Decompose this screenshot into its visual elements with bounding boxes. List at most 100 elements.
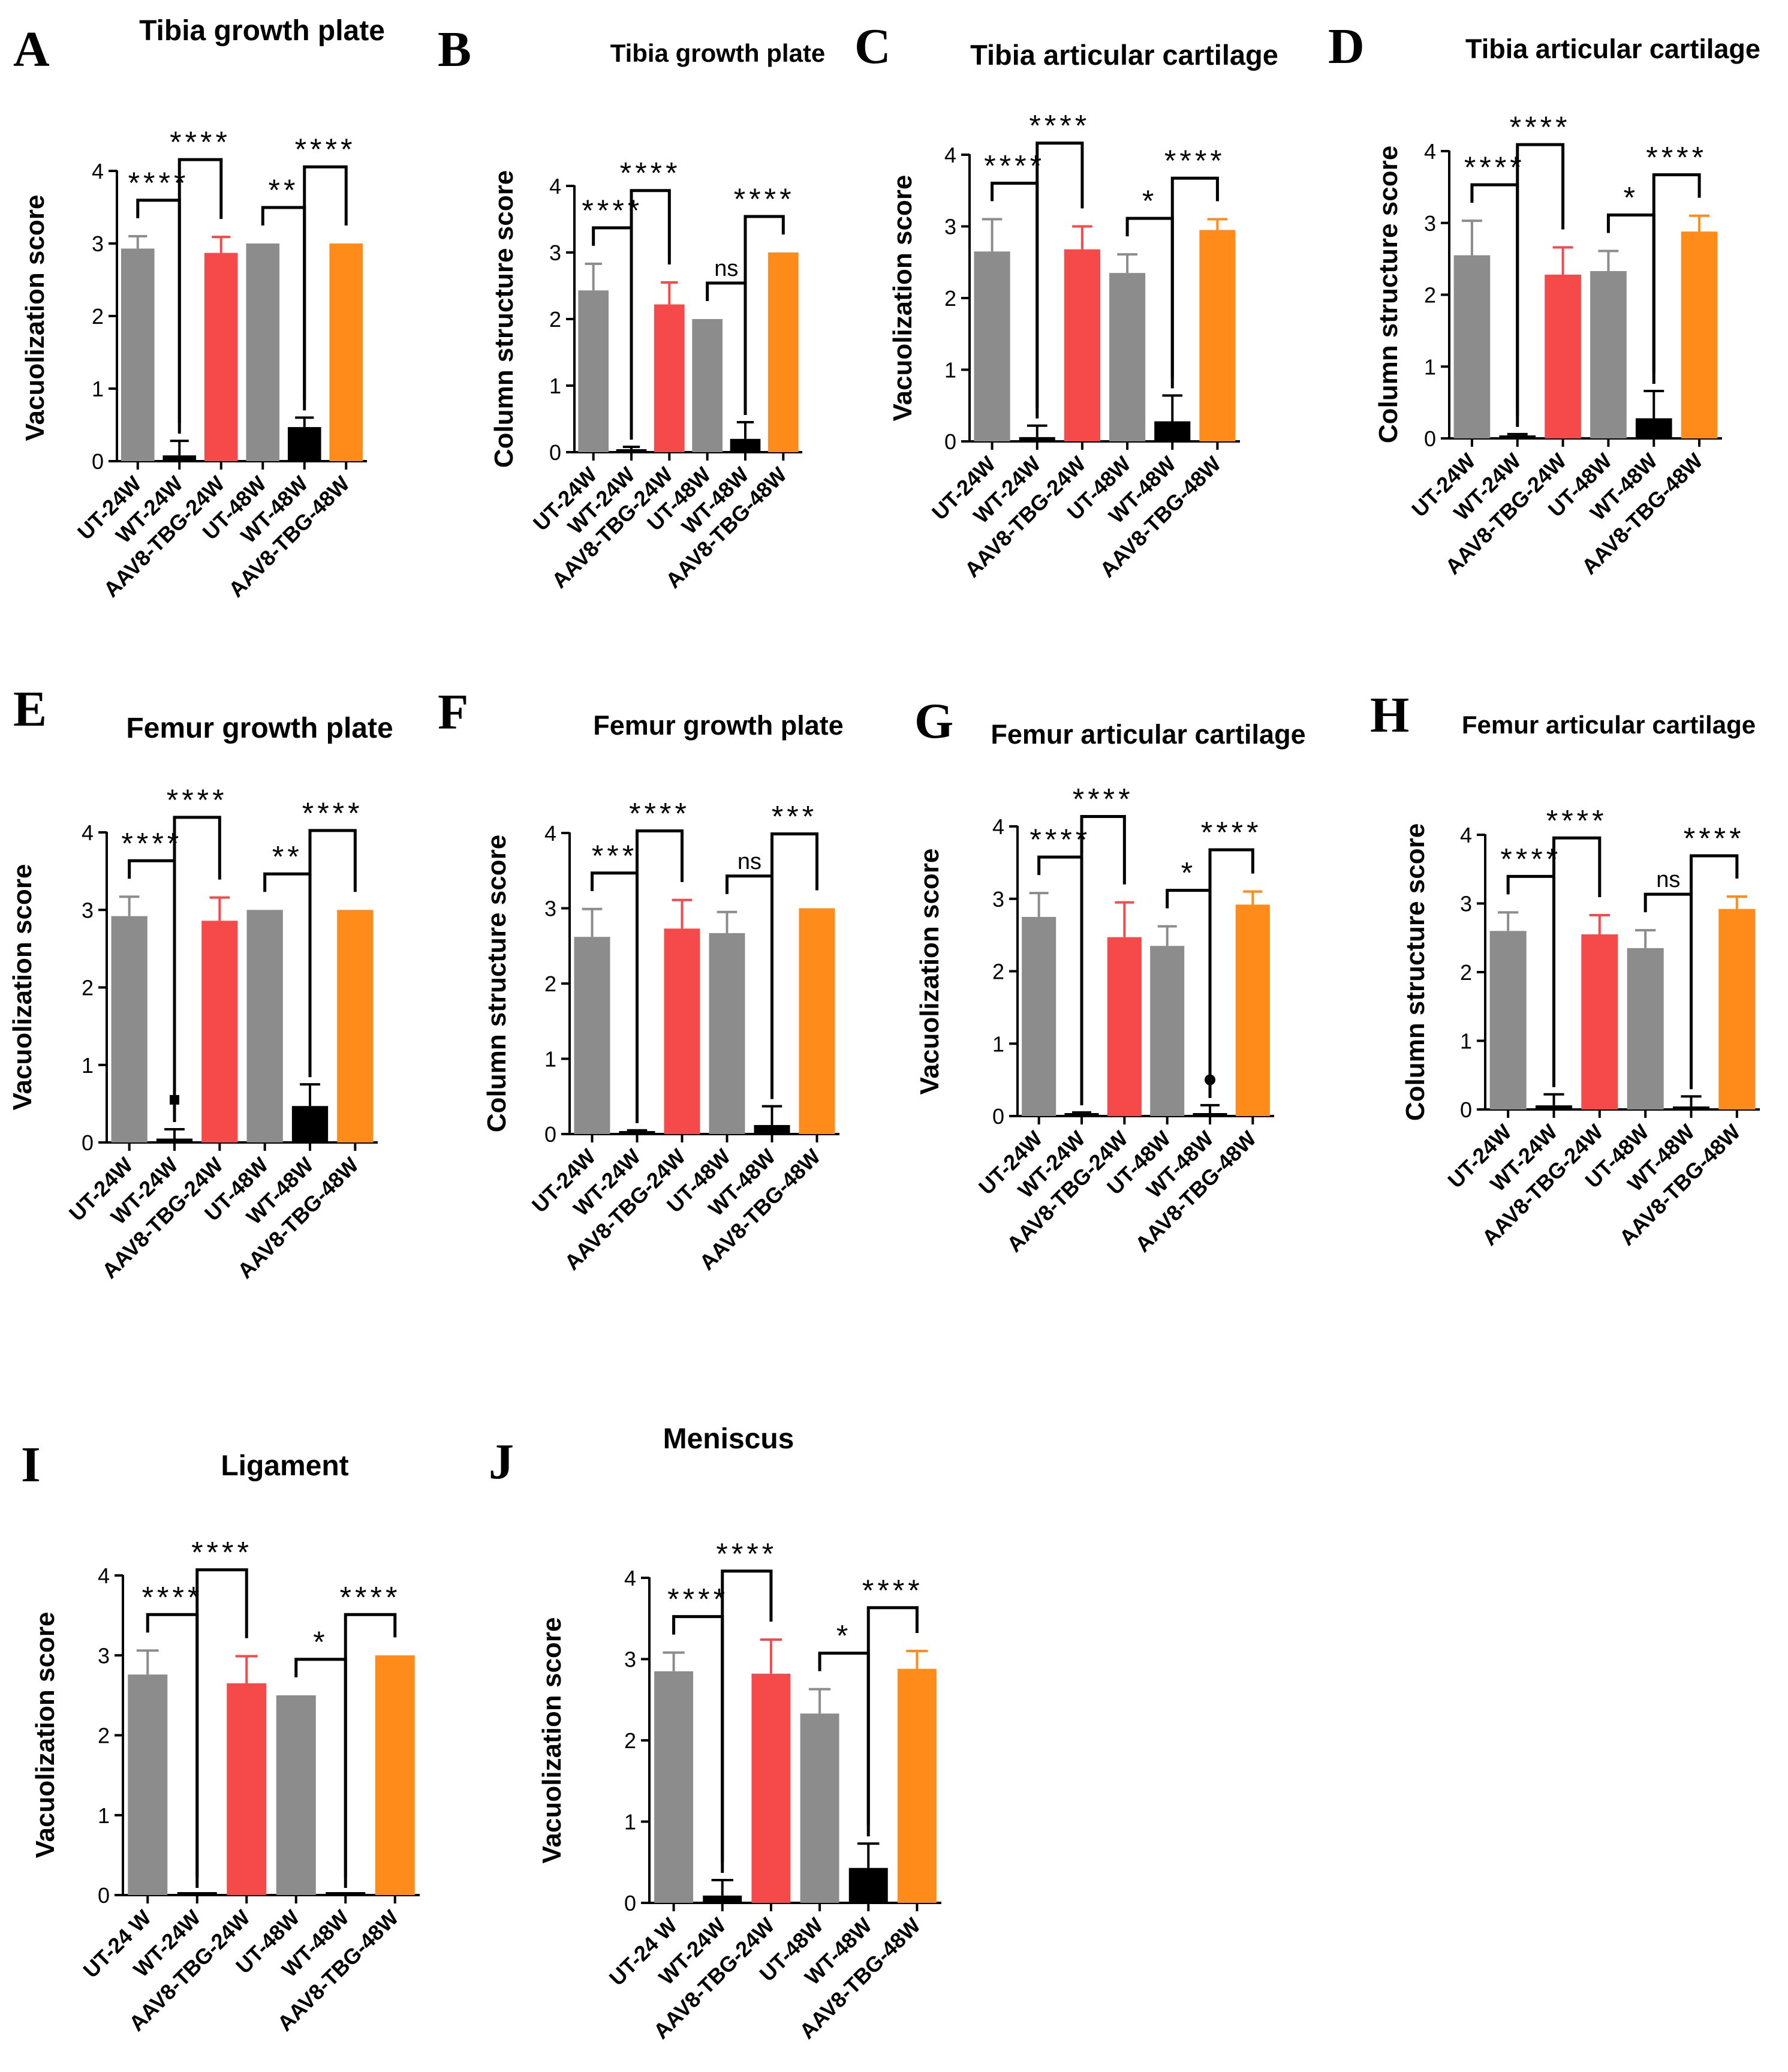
y-tick-label: 1 [1460, 1029, 1472, 1054]
y-axis-label: Column structure score [489, 170, 519, 468]
significance-bracket [177, 158, 223, 434]
bar-aav8-tbg-24w [204, 252, 238, 461]
y-axis-label: Column structure score [482, 835, 511, 1132]
significance-label: **** [1030, 823, 1091, 856]
bar-ut-24w [1453, 255, 1491, 438]
bar-wt-48w [730, 438, 761, 452]
panel-letter: B [438, 22, 471, 77]
bar-aav8-tbg-48w [375, 1655, 415, 1895]
chart-panel-b: B Tibia growth plate Column structure scor… [438, 22, 825, 593]
significance-label: **** [667, 1583, 729, 1616]
y-tick-label: 3 [944, 215, 956, 239]
panel-letter: F [438, 684, 468, 740]
bar-ut-24w [654, 1671, 694, 1903]
significance-label: **** [302, 796, 363, 830]
significance-label: ns [738, 849, 761, 874]
significance-label: **** [1201, 816, 1262, 849]
y-tick-label: 3 [1460, 892, 1472, 916]
y-axis-label: Vacuolization score [31, 1612, 60, 1859]
bar-wt-24w [616, 449, 647, 452]
y-tick-label: 0 [98, 1883, 110, 1908]
bar-ut-24w [578, 290, 609, 452]
significance-bracket [866, 1606, 919, 1837]
significance-label: **** [629, 796, 690, 830]
y-tick-label: 0 [624, 1891, 636, 1915]
significance-label: **** [1546, 804, 1608, 837]
bar-aav8-tbg-48w [768, 252, 799, 452]
bar-wt-48w [326, 1892, 366, 1895]
significance-bracket [1208, 848, 1254, 1098]
significance-bracket [1080, 814, 1126, 1105]
bar-aav8-tbg-24w [1545, 274, 1581, 438]
bar-wt-24w [1535, 1105, 1573, 1109]
significance-bracket [1516, 143, 1565, 427]
bar-wt-48w [754, 1124, 790, 1134]
bar-wt-48w [291, 1106, 329, 1142]
bar-ut-24w [1022, 916, 1056, 1116]
significance-bracket [1552, 836, 1602, 1087]
significance-label: **** [734, 182, 795, 216]
y-tick-label: 0 [944, 429, 956, 454]
chart-title: Tibia growth plate [139, 15, 385, 47]
significance-bracket [1170, 176, 1219, 389]
significance-bracket [1036, 142, 1084, 419]
panel-letter: H [1370, 687, 1409, 743]
y-tick-label: 1 [82, 1053, 94, 1078]
significance-label: **** [1684, 822, 1745, 855]
chart-title: Tibia growth plate [610, 39, 826, 67]
chart-title: Meniscus [663, 1423, 794, 1455]
bar-wt-24w [619, 1131, 655, 1134]
y-axis-label: Vacuolization score [20, 195, 50, 441]
significance-label: * [313, 1625, 328, 1659]
bar-aav8-tbg-48w [329, 243, 363, 461]
significance-label: * [1142, 184, 1157, 218]
y-tick-label: 1 [1424, 354, 1436, 379]
bar-wt-24w [177, 1892, 217, 1895]
chart-title: Femur growth plate [126, 712, 393, 744]
chart-panel-e: E Femur growth plate Vacuolization score 0 1… [8, 681, 393, 1283]
y-tick-label: 0 [992, 1104, 1004, 1129]
panel-letter: I [21, 1437, 41, 1493]
y-tick-label: 2 [82, 976, 94, 1000]
significance-label: **** [582, 194, 643, 227]
bar-ut-48w [246, 243, 280, 461]
significance-bracket [308, 829, 357, 1078]
significance-bracket [1652, 173, 1701, 384]
y-tick-label: 3 [549, 240, 561, 265]
y-tick-label: 4 [544, 821, 556, 846]
y-tick-label: 2 [98, 1724, 110, 1748]
significance-label: **** [167, 783, 228, 817]
y-tick-label: 4 [1460, 823, 1472, 847]
significance-label: **** [128, 166, 189, 200]
bar-ut-24w [111, 916, 148, 1142]
y-axis-label: Vacuolization score [915, 849, 944, 1095]
bar-wt-48w [1635, 418, 1672, 438]
chart-panel-d: D Tibia articular cartilage Column structu… [1328, 19, 1760, 579]
y-tick-label: 0 [544, 1122, 556, 1147]
chart-title: Tibia articular cartilage [1465, 34, 1760, 64]
bar-wt-48w [848, 1867, 888, 1903]
chart-title: Tibia articular cartilage [970, 39, 1278, 71]
bar-wt-24w [1499, 435, 1536, 438]
y-tick-label: 4 [1424, 139, 1436, 164]
significance-label: **** [1464, 151, 1525, 184]
y-axis-label: Vacuolization score [537, 1617, 567, 1864]
significance-label: **** [716, 1537, 777, 1571]
y-tick-label: 0 [1424, 426, 1436, 451]
significance-label: **** [862, 1574, 923, 1607]
bar-aav8-tbg-24w [227, 1683, 267, 1895]
y-tick-label: 3 [544, 897, 556, 921]
bar-aav8-tbg-48w [897, 1668, 937, 1903]
panel-letter: J [489, 1434, 514, 1490]
significance-label: * [836, 1619, 851, 1653]
y-tick-label: 2 [549, 307, 561, 332]
chart-panel-a: A Tibia growth plate Vacuolization score 0 1… [13, 15, 385, 602]
bar-ut-24w [121, 248, 155, 461]
y-tick-label: 4 [98, 1563, 110, 1588]
significance-label: ns [1656, 867, 1680, 892]
bar-ut-24w [574, 937, 610, 1134]
y-tick-label: 2 [1424, 283, 1436, 308]
y-tick-label: 0 [1460, 1097, 1472, 1122]
significance-bracket [1690, 854, 1739, 1090]
